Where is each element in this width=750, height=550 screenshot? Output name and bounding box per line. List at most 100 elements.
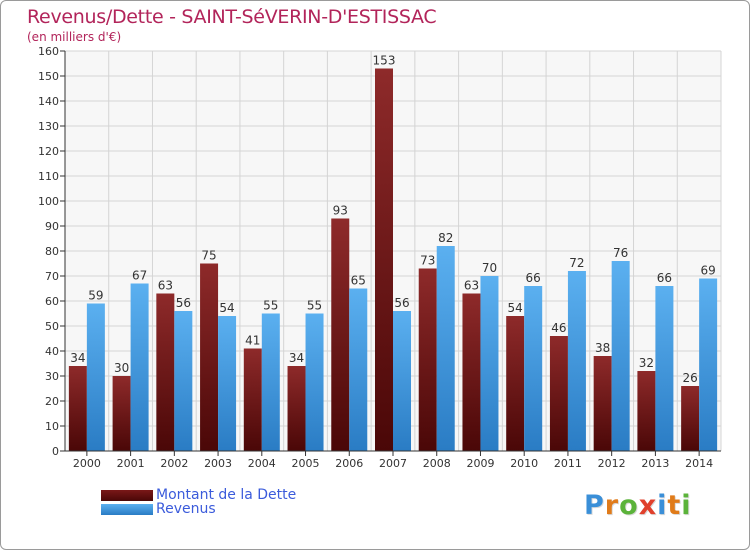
y-tick-label: 130 bbox=[38, 120, 59, 133]
data-label-revenus-2013: 66 bbox=[657, 271, 672, 285]
y-tick-label: 40 bbox=[45, 345, 59, 358]
x-tick-label-2014: 2014 bbox=[685, 457, 713, 470]
data-label-revenus-2001: 67 bbox=[132, 269, 147, 283]
x-tick-label-2011: 2011 bbox=[554, 457, 582, 470]
bar-debt-2000 bbox=[68, 366, 87, 451]
data-label-revenus-2011: 72 bbox=[569, 256, 584, 270]
x-tick-label-2013: 2013 bbox=[641, 457, 669, 470]
bar-revenus-2006 bbox=[349, 288, 368, 451]
y-tick-label: 150 bbox=[38, 70, 59, 83]
bar-debt-2003 bbox=[200, 263, 219, 451]
logo-letter: o bbox=[619, 490, 639, 521]
data-label-revenus-2007: 56 bbox=[394, 296, 409, 310]
x-tick-label-2012: 2012 bbox=[598, 457, 626, 470]
y-tick-label: 50 bbox=[45, 320, 59, 333]
bar-revenus-2010 bbox=[524, 286, 543, 451]
bar-debt-2006 bbox=[331, 218, 350, 451]
bar-revenus-2009 bbox=[480, 276, 499, 451]
axis-layer: 0 10 20 30 40 50 60 70 80 90 100 110 120 130 140 150 160… bbox=[38, 45, 721, 470]
bar-debt-2007 bbox=[375, 68, 393, 451]
bar-revenus-2013 bbox=[655, 286, 674, 451]
data-label-debt-2000: 34 bbox=[70, 351, 85, 365]
y-tick-label: 140 bbox=[38, 95, 59, 108]
data-label-revenus-2000: 59 bbox=[88, 289, 103, 303]
bar-revenus-2003 bbox=[218, 316, 237, 451]
bar-revenus-2012 bbox=[611, 261, 630, 451]
data-label-debt-2005: 34 bbox=[289, 351, 304, 365]
x-tick-label-2010: 2010 bbox=[510, 457, 538, 470]
proxiti-logo: Proxiti bbox=[584, 490, 692, 521]
logo-letter: i bbox=[681, 490, 692, 521]
data-label-debt-2010: 54 bbox=[508, 301, 523, 315]
x-tick-label-2002: 2002 bbox=[160, 457, 188, 470]
data-label-revenus-2010: 66 bbox=[526, 271, 541, 285]
data-label-debt-2013: 32 bbox=[639, 356, 654, 370]
bar-revenus-2014 bbox=[699, 278, 718, 451]
data-label-debt-2008: 73 bbox=[420, 254, 435, 268]
y-tick-label: 160 bbox=[38, 45, 59, 58]
y-tick-label: 30 bbox=[45, 370, 59, 383]
bar-debt-2012 bbox=[593, 356, 612, 451]
legend-label-revenus: Revenus bbox=[156, 501, 216, 517]
y-tick-label: 120 bbox=[38, 145, 59, 158]
bar-revenus-2011 bbox=[567, 271, 586, 451]
data-label-debt-2002: 63 bbox=[158, 279, 173, 293]
x-tick-label-2000: 2000 bbox=[73, 457, 101, 470]
x-tick-label-2003: 2003 bbox=[204, 457, 232, 470]
legend-swatch-debt bbox=[101, 489, 153, 501]
bar-debt-2013 bbox=[637, 371, 656, 451]
y-tick-label: 80 bbox=[45, 245, 59, 258]
bar-debt-2009 bbox=[462, 293, 481, 451]
data-label-revenus-2012: 76 bbox=[613, 246, 628, 260]
data-label-debt-2004: 41 bbox=[245, 334, 260, 348]
data-label-debt-2006: 93 bbox=[333, 204, 348, 218]
bar-debt-2008 bbox=[418, 268, 437, 451]
x-tick-label-2008: 2008 bbox=[423, 457, 451, 470]
bar-revenus-2000 bbox=[86, 303, 105, 451]
y-tick-label: 110 bbox=[38, 170, 59, 183]
logo-letter: i bbox=[657, 490, 668, 521]
bar-debt-2005 bbox=[287, 366, 306, 451]
y-tick-label: 100 bbox=[38, 195, 59, 208]
bar-revenus-2007 bbox=[393, 311, 411, 451]
chart-title: Revenus/Dette - SAINT-SéVERIN-D'ESTISSAC bbox=[27, 6, 437, 28]
data-label-debt-2009: 63 bbox=[464, 279, 479, 293]
bar-revenus-2001 bbox=[130, 283, 149, 451]
x-tick-label-2006: 2006 bbox=[335, 457, 363, 470]
legend-item-revenus: Revenus bbox=[101, 502, 216, 516]
data-label-debt-2011: 46 bbox=[551, 321, 566, 335]
y-tick-label: 90 bbox=[45, 220, 59, 233]
logo-letter: P bbox=[584, 490, 605, 521]
bar-debt-2014 bbox=[681, 386, 700, 451]
logo-letter: r bbox=[604, 490, 620, 521]
bar-debt-2001 bbox=[112, 376, 131, 451]
data-label-debt-2012: 38 bbox=[595, 341, 610, 355]
bar-revenus-2005 bbox=[305, 313, 324, 451]
bar-debt-2011 bbox=[549, 336, 568, 451]
x-tick-label-2004: 2004 bbox=[248, 457, 276, 470]
data-label-revenus-2004: 55 bbox=[263, 299, 278, 313]
y-tick-label: 10 bbox=[45, 420, 59, 433]
bar-revenus-2008 bbox=[436, 246, 455, 451]
x-tick-label-2009: 2009 bbox=[466, 457, 494, 470]
x-tick-label-2007: 2007 bbox=[379, 457, 407, 470]
data-label-revenus-2003: 54 bbox=[219, 301, 234, 315]
x-tick-label-2001: 2001 bbox=[117, 457, 145, 470]
legend-swatch-revenus bbox=[101, 503, 153, 515]
bars-layer bbox=[68, 68, 718, 451]
data-label-debt-2003: 75 bbox=[201, 249, 216, 263]
data-label-debt-2014: 26 bbox=[682, 371, 697, 385]
y-tick-label: 70 bbox=[45, 270, 59, 283]
y-tick-label: 60 bbox=[45, 295, 59, 308]
data-label-revenus-2008: 82 bbox=[438, 231, 453, 245]
legend-label-debt: Montant de la Dette bbox=[156, 487, 297, 503]
bar-debt-2010 bbox=[506, 316, 525, 451]
chart-subtitle: (en milliers d'€) bbox=[27, 30, 122, 44]
y-tick-label: 0 bbox=[52, 445, 59, 458]
data-label-revenus-2006: 65 bbox=[351, 274, 366, 288]
labels-layer: 3459306763567554415534559365153567382637… bbox=[70, 54, 716, 386]
logo-letter: t bbox=[667, 490, 682, 521]
data-label-debt-2007: 153 bbox=[373, 54, 396, 68]
